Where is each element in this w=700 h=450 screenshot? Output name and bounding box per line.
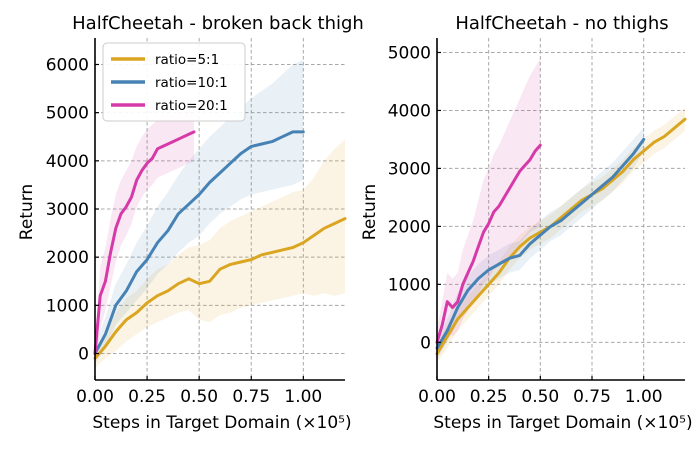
chart-title: HalfCheetah - no thighs bbox=[455, 13, 668, 34]
y-tick-label: 0 bbox=[78, 345, 89, 365]
legend-label-1: ratio=10:1 bbox=[155, 75, 228, 91]
confidence-band-0 bbox=[95, 139, 345, 368]
y-tick-label: 5000 bbox=[46, 104, 89, 124]
y-tick-label: 2000 bbox=[46, 248, 89, 268]
confidence-band-2 bbox=[95, 107, 194, 364]
y-tick-label: 6000 bbox=[46, 55, 89, 75]
chart-title: HalfCheetah - broken back thigh bbox=[72, 13, 364, 34]
y-axis-label: Return bbox=[360, 184, 380, 240]
y-tick-label: 5000 bbox=[388, 43, 431, 63]
panel-no-thighs: 0.00 0.25 0.50 0.75 1.00 0 1000 2000 3000 4000 500… bbox=[360, 13, 693, 433]
x-tick-label: 0.75 bbox=[232, 387, 270, 407]
x-tick-label: 0.00 bbox=[418, 387, 456, 407]
x-tick-label: 1.00 bbox=[625, 387, 663, 407]
series-line-1 bbox=[435, 137, 646, 350]
y-tick-label: 1000 bbox=[388, 275, 431, 295]
x-tick-label: 0.25 bbox=[470, 387, 508, 407]
y-tick-label: 1000 bbox=[46, 296, 89, 316]
x-axis-label: Steps in Target Domain (×10⁵) bbox=[92, 413, 351, 433]
x-axis-label: Steps in Target Domain (×10⁵) bbox=[433, 413, 692, 433]
y-tick-label: 3000 bbox=[46, 200, 89, 220]
series-line-2 bbox=[435, 143, 542, 344]
series-line-0 bbox=[435, 117, 687, 356]
series-line-1 bbox=[93, 130, 305, 355]
legend-box bbox=[102, 42, 246, 122]
x-tick-label: 0.00 bbox=[76, 387, 114, 407]
series-line-0 bbox=[93, 217, 347, 360]
y-tick-label: 3000 bbox=[388, 159, 431, 179]
x-tick-label: 0.50 bbox=[180, 387, 218, 407]
confidence-band-2 bbox=[437, 58, 541, 357]
y-tick-label: 4000 bbox=[388, 101, 431, 121]
x-tick-label: 0.50 bbox=[521, 387, 559, 407]
confidence-band-1 bbox=[95, 59, 304, 364]
confidence-band-1 bbox=[437, 127, 644, 360]
panel-broken-back-thigh: 0.00 0.25 0.50 0.75 1.00 0 1000 2000 3000 4000 500… bbox=[17, 13, 364, 433]
x-tick-label: 0.75 bbox=[573, 387, 611, 407]
series-line-2 bbox=[93, 130, 196, 355]
legend-label-2: ratio=20:1 bbox=[155, 98, 228, 114]
y-axis-label: Return bbox=[17, 184, 37, 240]
y-tick-label: 0 bbox=[420, 333, 431, 353]
y-tick-label: 4000 bbox=[46, 152, 89, 172]
x-tick-label: 0.25 bbox=[128, 387, 166, 407]
y-tick-label: 2000 bbox=[388, 217, 431, 237]
legend-label-0: ratio=5:1 bbox=[155, 52, 219, 68]
x-tick-label: 1.00 bbox=[284, 387, 322, 407]
